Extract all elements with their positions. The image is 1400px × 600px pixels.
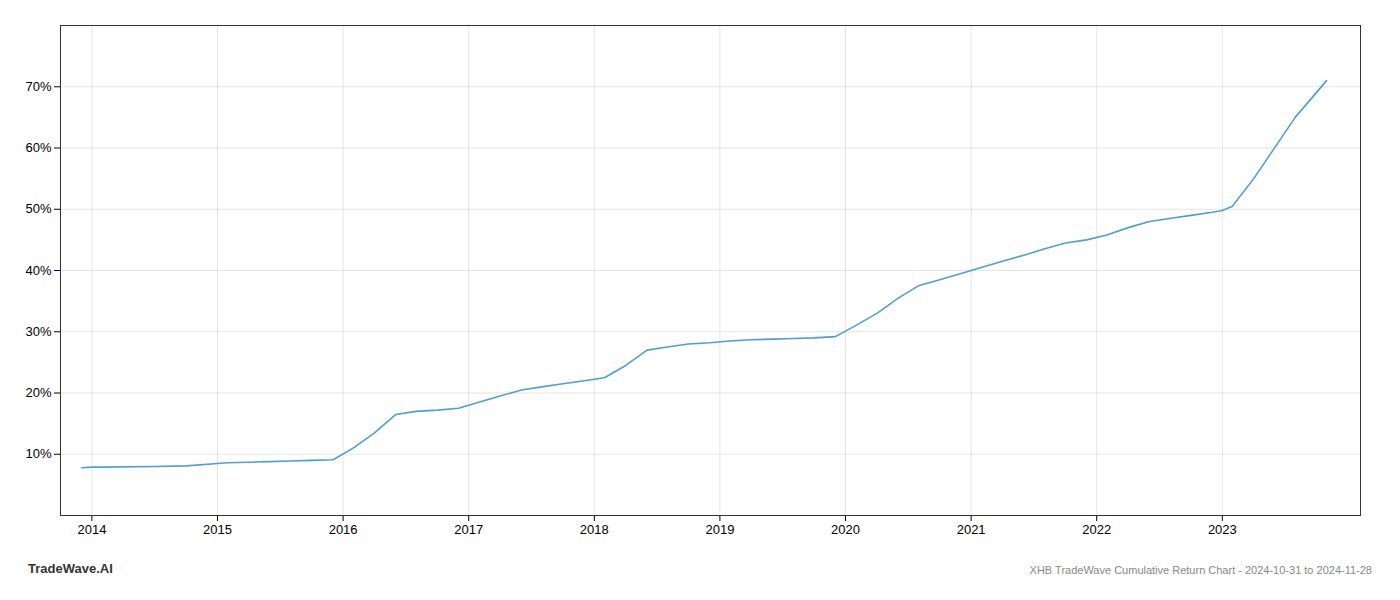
svg-text:2020: 2020: [831, 522, 860, 537]
html-text:XHB TradeWave Cumulative Retur: XHB TradeWave Cumulative Return Chart - …: [1029, 564, 1372, 576]
html-text:TradeWave.AI: TradeWave.AI: [28, 561, 113, 576]
svg-text:60%: 60%: [25, 140, 51, 155]
svg-text:40%: 40%: [25, 263, 51, 278]
svg-text:2014: 2014: [77, 522, 106, 537]
svg-text:20%: 20%: [25, 385, 51, 400]
svg-text:10%: 10%: [25, 446, 51, 461]
svg-text:2016: 2016: [329, 522, 358, 537]
svg-text:2017: 2017: [454, 522, 483, 537]
svg-text:2018: 2018: [580, 522, 609, 537]
svg-text:2019: 2019: [705, 522, 734, 537]
svg-text:30%: 30%: [25, 324, 51, 339]
svg-text:2022: 2022: [1082, 522, 1111, 537]
svg-text:2023: 2023: [1208, 522, 1237, 537]
svg-text:50%: 50%: [25, 201, 51, 216]
svg-text:2021: 2021: [957, 522, 986, 537]
svg-text:70%: 70%: [25, 79, 51, 94]
svg-text:2015: 2015: [203, 522, 232, 537]
